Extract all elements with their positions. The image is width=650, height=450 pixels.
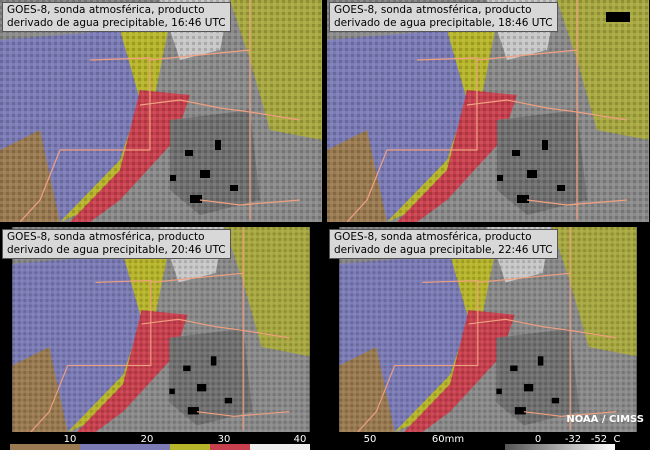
credit: NOAA / CIMSS	[566, 414, 644, 425]
colorbar-label: C	[613, 434, 621, 445]
panel-image	[0, 0, 322, 222]
colorbar-label: 40	[293, 434, 307, 445]
caption: GOES-8, sonda atmosférica, producto deriv…	[329, 2, 558, 32]
colorbar-label: -52	[590, 434, 608, 445]
colorbar-label: 60mm	[431, 434, 465, 445]
colorbar-label: -32	[564, 434, 582, 445]
caption-line: derivado de agua precipitable, 18:46 UTC	[334, 17, 553, 29]
caption-line: derivado de agua precipitable, 16:46 UTC	[7, 17, 226, 29]
caption-line: GOES-8, sonda atmosférica, producto	[7, 4, 205, 16]
colorbar-label: 0	[534, 434, 542, 445]
caption-line: derivado de agua precipitable, 20:46 UTC	[7, 244, 226, 256]
caption-line: derivado de agua precipitable, 22:46 UTC	[334, 244, 553, 256]
caption: GOES-8, sonda atmosférica, producto deriv…	[2, 2, 231, 32]
colorbar-label: 50	[363, 434, 377, 445]
caption-line: GOES-8, sonda atmosférica, producto	[334, 4, 532, 16]
caption-line: GOES-8, sonda atmosférica, producto	[7, 231, 205, 243]
caption: GOES-8, sonda atmosférica, producto deriv…	[2, 229, 231, 259]
colorbar-label: 30	[217, 434, 231, 445]
panel-image	[327, 0, 649, 222]
caption-line: GOES-8, sonda atmosférica, producto	[334, 231, 532, 243]
colorbar-label: 20	[140, 434, 154, 445]
marker	[606, 12, 630, 22]
caption: GOES-8, sonda atmosférica, producto deriv…	[329, 229, 558, 259]
colorbar	[10, 444, 615, 450]
colorbar-label: 10	[63, 434, 77, 445]
